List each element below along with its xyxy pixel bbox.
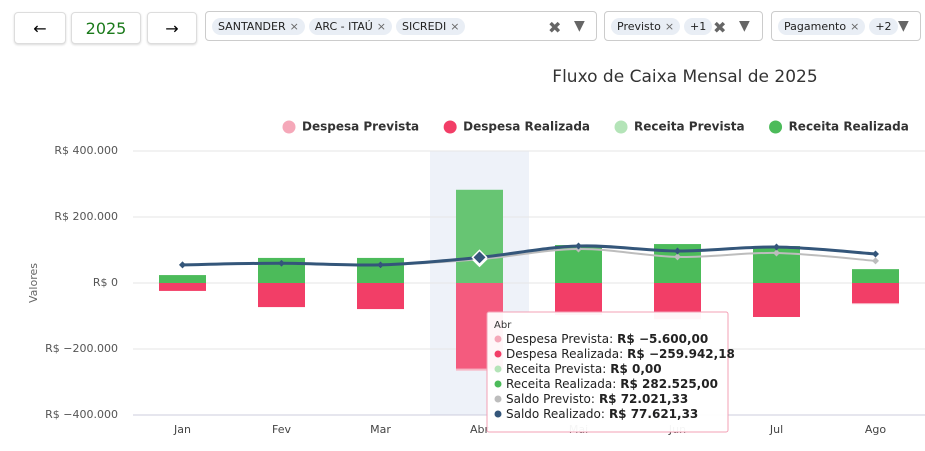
line-point — [377, 261, 384, 269]
status-filter[interactable]: Previsto × +1 ✖ ▼ — [604, 11, 763, 41]
prev-year-button[interactable]: ← — [14, 12, 66, 44]
tooltip-marker — [494, 335, 502, 343]
y-axis-title: Valores — [27, 263, 40, 303]
tooltip-value: R$ 0,00 — [610, 362, 661, 376]
tooltip-box — [486, 311, 729, 433]
bar — [456, 189, 503, 283]
chip-text: Pagamento — [784, 19, 847, 33]
y-tick-label: R$ 0 — [93, 276, 118, 289]
bar — [357, 283, 404, 310]
line-point — [278, 259, 285, 267]
chip-text: SICREDI — [402, 19, 447, 33]
tooltip-marker — [494, 380, 502, 388]
y-tick-label: R$ 400.000 — [54, 144, 118, 157]
tooltip-title: Abr — [494, 320, 512, 331]
legend-label: Receita Prevista — [634, 120, 745, 134]
bar — [753, 283, 800, 317]
chart-title: Fluxo de Caixa Mensal de 2025 — [552, 67, 817, 87]
more-chip[interactable]: +2 — [869, 17, 898, 35]
tooltip-label: Saldo Previsto: — [506, 392, 595, 406]
line-point — [674, 253, 681, 261]
tooltip-row: Receita Realizada: R$ 282.525,00 — [506, 377, 718, 391]
bar — [555, 283, 602, 316]
line-point — [773, 249, 780, 257]
line-point — [179, 261, 186, 269]
tooltip-value: R$ −259.942,18 — [627, 347, 735, 361]
line — [182, 244, 876, 267]
x-tick-label: Jul — [769, 423, 783, 436]
chip[interactable]: SICREDI × — [396, 17, 466, 35]
legend-label: Despesa Prevista — [302, 120, 419, 134]
legend-marker — [614, 120, 628, 134]
tooltip-label: Receita Realizada: — [506, 377, 616, 391]
kind-filter[interactable]: Pagamento × +2 ▼ — [771, 11, 921, 41]
tooltip-row: Saldo Previsto: R$ 72.021,33 — [506, 392, 688, 406]
tooltip-row: Despesa Prevista: R$ −5.600,00 — [506, 332, 708, 346]
legend-marker — [282, 120, 296, 134]
chip[interactable]: Pagamento × — [778, 17, 866, 35]
bar — [852, 283, 899, 304]
bank-filter[interactable]: SANTANDER × ARC - ITAÚ × SICREDI × ✖ ▼ — [205, 11, 597, 41]
line-point — [773, 243, 780, 251]
tooltip-value: R$ 72.021,33 — [599, 392, 688, 406]
bar — [456, 368, 503, 371]
legend-label: Despesa Realizada — [463, 120, 590, 134]
tooltip-marker — [494, 350, 502, 358]
tooltip-marker — [494, 365, 502, 373]
tooltip-marker — [494, 395, 502, 403]
x-tick-label: Fev — [272, 423, 291, 436]
chip[interactable]: SANTANDER × — [212, 17, 305, 35]
bar — [159, 275, 206, 283]
chip-text: ARC - ITAÚ — [314, 19, 373, 33]
y-tick-label: R$ −200.000 — [45, 342, 118, 355]
line-point — [872, 257, 879, 265]
tooltip-label: Saldo Realizado: — [506, 407, 605, 421]
chip[interactable]: ARC - ITAÚ × — [308, 17, 393, 35]
y-tick-label: R$ −400.000 — [45, 408, 118, 421]
x-tick-label: Mar — [370, 423, 391, 436]
bar — [852, 269, 899, 283]
tooltip-marker — [494, 410, 502, 418]
line-point — [471, 249, 488, 266]
legend-label: Receita Realizada — [789, 120, 909, 134]
chip-text: SANTANDER — [218, 19, 286, 33]
tooltip-value: R$ −5.600,00 — [617, 332, 708, 346]
tooltip-value: R$ 77.621,33 — [609, 407, 698, 421]
more-chip[interactable]: +1 — [684, 17, 713, 35]
year-button[interactable]: 2025 — [71, 12, 141, 44]
line-point — [575, 242, 582, 250]
legend-marker — [769, 120, 783, 134]
tooltip-row: Receita Prevista: R$ 0,00 — [506, 362, 662, 376]
chip-text: Previsto — [617, 19, 661, 33]
legend-marker — [443, 120, 457, 134]
tooltip-value: R$ 282.525,00 — [620, 377, 718, 391]
tooltip-row: Saldo Realizado: R$ 77.621,33 — [506, 407, 698, 421]
tooltip-row: Despesa Realizada: R$ −259.942,18 — [506, 347, 735, 361]
next-year-button[interactable]: → — [147, 12, 197, 44]
x-tick-label: Abr — [470, 423, 490, 436]
line-point — [872, 250, 879, 258]
x-tick-label: Ago — [865, 423, 887, 436]
x-tick-label: Jan — [173, 423, 191, 436]
bar — [159, 283, 206, 291]
toolbar: ← 2025 → SANTANDER × ARC - ITAÚ × SICREDI ×… — [0, 0, 925, 50]
line-point — [674, 247, 681, 255]
chip[interactable]: Previsto × — [611, 17, 681, 35]
y-tick-label: R$ 200.000 — [54, 210, 118, 223]
bar — [258, 283, 305, 308]
tooltip-label: Despesa Realizada: — [506, 347, 623, 361]
bar — [852, 303, 899, 305]
tooltip-label: Receita Prevista: — [506, 362, 606, 376]
tooltip-label: Despesa Prevista: — [506, 332, 613, 346]
